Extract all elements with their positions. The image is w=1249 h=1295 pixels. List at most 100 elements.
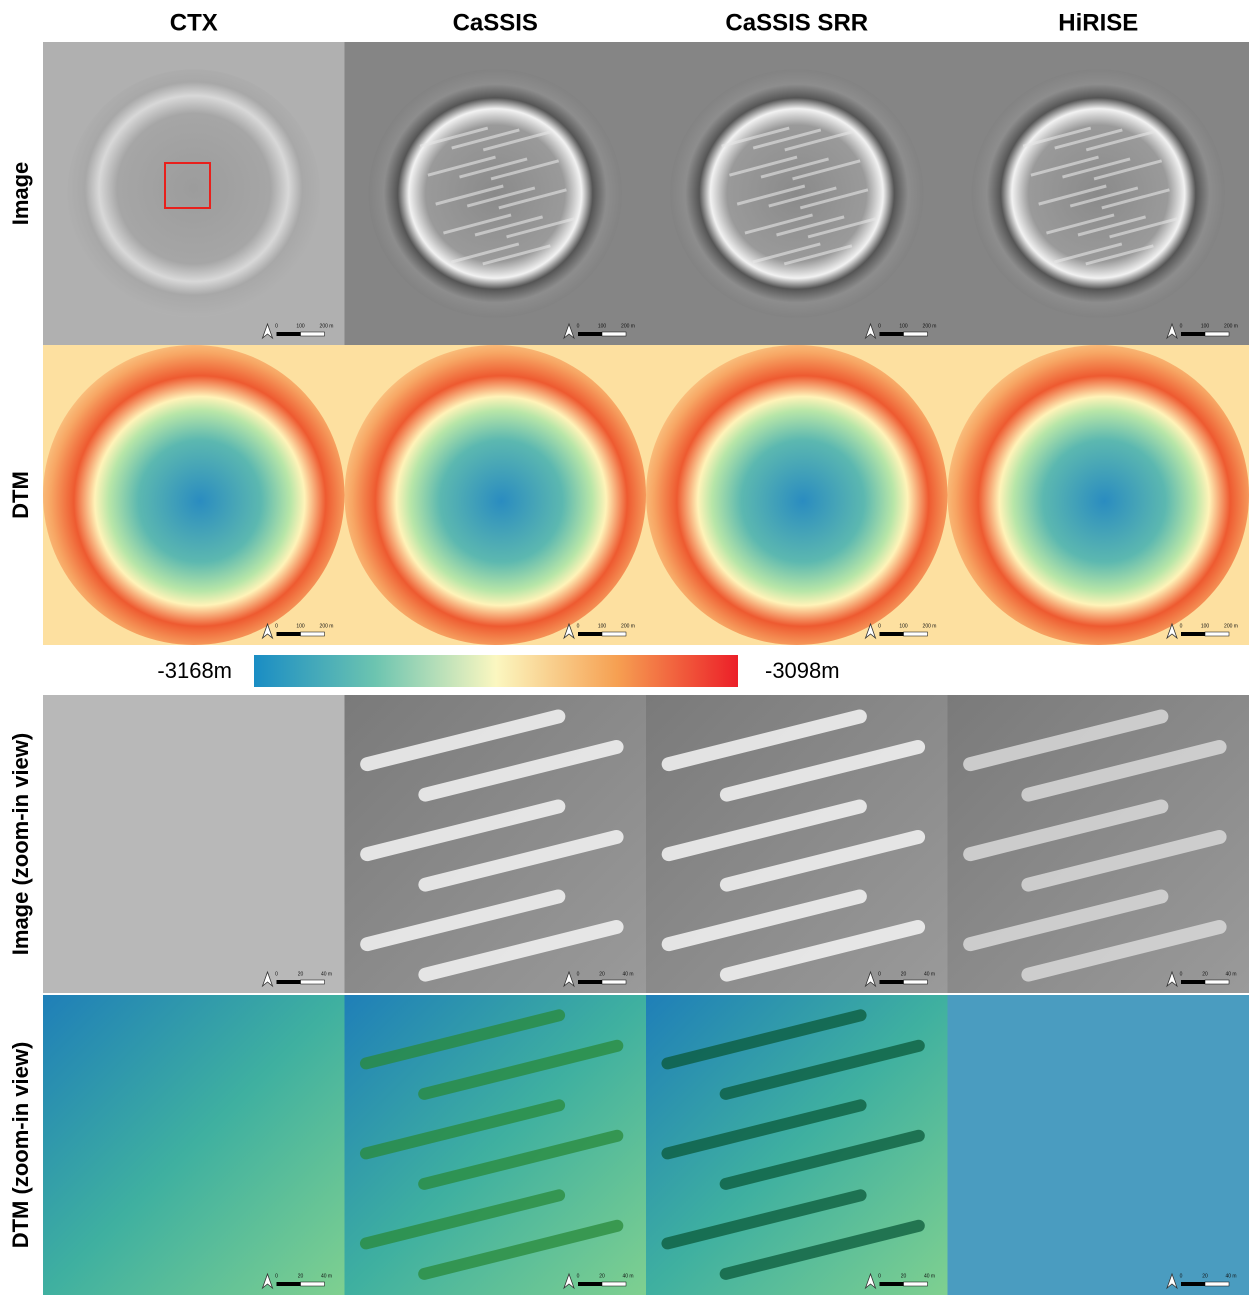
scale-bar [276,980,301,984]
scale-label: 0 [275,971,278,977]
panel: 0 100 200 m [43,42,345,345]
ridge [783,244,853,266]
scale-bar [1181,1282,1205,1286]
scale-bar [601,331,627,337]
panel-bg [43,695,345,993]
dune [359,1009,566,1070]
ridge [807,217,877,239]
ridge [482,130,552,152]
dune [661,1009,867,1070]
scale-bar [1181,632,1205,636]
dune [661,1099,867,1160]
colorbar-max-label: -3098m [765,658,840,683]
north-arrow [864,970,877,988]
dune [1021,919,1227,982]
dune [719,1219,925,1280]
scale-label: 40 m [321,1273,332,1279]
ridge [1077,215,1147,237]
ridge [427,155,496,177]
dune [661,709,867,772]
ridge [1101,188,1170,210]
scale-bar [1204,1281,1230,1287]
ridge [474,215,544,237]
north-arrow [261,322,274,340]
dune [1021,739,1227,802]
dune [360,889,566,952]
dune [418,1219,624,1280]
panel: 0 20 40 m [344,695,646,993]
ridge [435,184,504,206]
scale-label: 20 [599,971,605,977]
panel: 0 20 40 m [947,695,1249,993]
dune [719,1039,925,1100]
crater [971,69,1225,318]
north-arrow [563,1272,575,1290]
scale-label: 0 [878,623,881,629]
ridge [419,126,489,148]
scale-bar [300,331,325,337]
row-label: Image (zoom-in view) [8,733,33,955]
scale-label: 100 [296,623,305,629]
column-header: CaSSIS [453,9,538,36]
scale-label: 40 m [924,1273,935,1279]
colorbar [254,655,738,687]
ridge [1046,213,1115,235]
ridge [1022,126,1092,148]
north-arrow [261,1272,274,1290]
scale-bar [601,631,627,637]
scale-label: 40 m [1225,971,1236,977]
panel: 0 20 40 m [947,995,1249,1295]
crater-dtm [646,345,948,645]
dune [963,799,1169,862]
dune [661,799,867,862]
scale-label: 0 [1180,1273,1183,1279]
dune [719,739,926,802]
panel-bg [43,995,345,1295]
dune [719,829,926,892]
scale-label: 20 [1202,1273,1208,1279]
dune [359,1099,566,1160]
scale-bar [903,979,928,985]
crater-dtm [43,345,345,645]
scale-label: 100 [1201,323,1210,329]
dune [661,1189,867,1250]
scale-bar [276,632,301,636]
scale-bar [1204,331,1230,337]
panel: 0 100 200 m [646,345,948,645]
dune [360,799,566,862]
scale-label: 0 [878,971,881,977]
dune [963,889,1169,952]
ridge [450,242,520,264]
crater-dtm [947,345,1249,645]
scale-bar [578,332,602,336]
dune [661,889,867,952]
ridge [1030,155,1099,177]
panel: 0 20 40 m [646,695,948,993]
column-header: HiRISE [1058,9,1138,36]
panel: 0 100 200 m [43,345,345,645]
scale-label: 100 [899,323,908,329]
scale-bar [578,1282,602,1286]
scale-bar [879,332,904,336]
ridge [1054,128,1123,150]
scale-bar [1181,332,1205,336]
north-arrow [1166,970,1178,988]
ridge [1038,184,1107,206]
scale-bar [903,331,928,337]
panel: 0 20 40 m [646,995,948,1295]
dune [418,1129,624,1190]
north-arrow [1166,322,1178,340]
scale-bar [300,1281,325,1287]
dune [418,919,624,982]
dune [360,709,566,772]
scale-bar [879,1282,904,1286]
ridge [506,217,575,239]
scale-label: 20 [901,971,907,977]
scale-label: 20 [1202,971,1208,977]
crater [670,69,924,318]
column-header: CaSSIS SRR [725,9,868,36]
dune [719,919,926,982]
scale-bar [300,979,325,985]
scale-bar [300,631,325,637]
